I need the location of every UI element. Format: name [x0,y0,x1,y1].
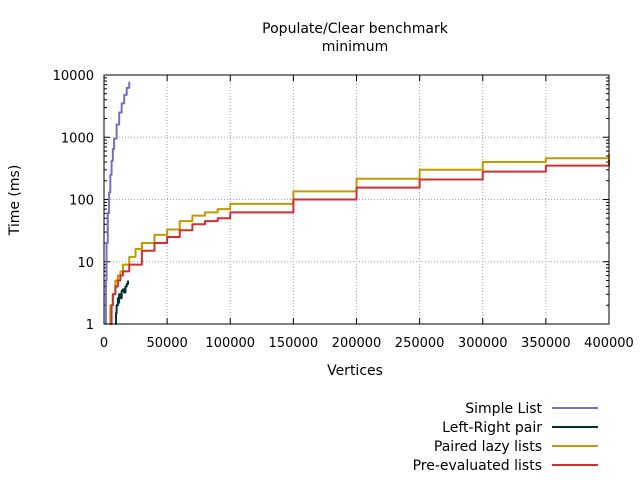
legend-label: Left-Right pair [442,420,542,436]
y-tick-label: 1 [86,318,94,333]
x-tick-label: 100000 [205,336,255,351]
series-line-2 [114,280,129,325]
x-tick-label: 50000 [146,336,187,351]
legend: Simple List Left-Right pair Paired lazy li… [413,401,598,474]
x-tick-label: 0 [100,336,108,351]
legend-label: Pre-evaluated lists [413,458,542,474]
axis-ticks: 0 50000 100000 150000 200000 250000 300000 3500… [53,69,634,351]
x-tick-label: 400000 [584,336,634,351]
x-tick-label: 350000 [521,336,571,351]
y-axis-label: Time (ms) [7,165,23,237]
x-axis-label: Vertices [327,363,383,379]
y-tick-label: 1000 [61,131,94,146]
plot-frame [103,74,610,325]
x-tick-label: 300000 [458,336,508,351]
series-line-3 [109,153,610,325]
series-lines [104,81,610,325]
x-tick-label: 250000 [395,336,445,351]
series-line-1 [104,81,131,325]
y-tick-label: 10 [77,256,94,271]
series-line-4 [110,159,610,325]
legend-label: Paired lazy lists [434,439,542,455]
y-tick-label: 100 [69,194,94,209]
chart-subtitle: minimum [322,39,388,55]
x-tick-label: 200000 [332,336,382,351]
chart-title: Populate/Clear benchmark [262,21,449,37]
x-tick-label: 150000 [269,336,319,351]
y-tick-label: 10000 [53,69,94,84]
grid [104,75,609,324]
legend-label: Simple List [465,401,542,417]
